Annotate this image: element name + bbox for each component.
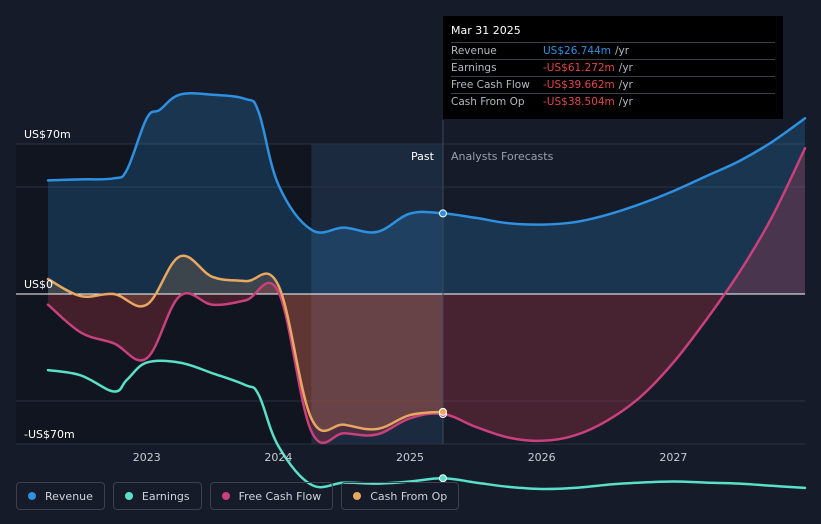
tooltip-unit: /yr [618, 96, 633, 108]
earnings-marker [438, 474, 447, 483]
legend-label: Earnings [141, 489, 190, 503]
tooltip-label: Revenue [451, 45, 497, 57]
gridlines [16, 143, 805, 445]
tooltip-value: US$26.744m [543, 45, 611, 57]
tooltip-value: -US$61.272m [543, 62, 615, 74]
tooltip-label: Cash From Op [451, 96, 525, 108]
free-cash-flow-line [46, 147, 807, 445]
revenue-line [46, 92, 807, 234]
x-tick-label: 2026 [528, 451, 556, 464]
free-cash-flow-area [48, 148, 805, 443]
cash-from-op-dot-icon [353, 492, 362, 500]
tooltip-row-free-cash-flow: Free Cash Flow -US$39.662m /yr [451, 76, 775, 93]
legend-label: Revenue [45, 489, 93, 503]
forecast-label: Analysts Forecasts [451, 150, 554, 163]
y-tick-label: US$70m [24, 128, 71, 141]
y-tick-label: -US$70m [24, 428, 75, 441]
x-tick-label: 2027 [659, 451, 687, 464]
tooltip-row-revenue: Revenue US$26.744m /yr [451, 42, 775, 59]
x-tick-label: 2025 [396, 451, 424, 464]
legend: Revenue Earnings Free Cash Flow Cash Fro… [16, 482, 460, 510]
y-tick-label: US$0 [24, 278, 53, 291]
legend-item-free-cash-flow[interactable]: Free Cash Flow [209, 482, 334, 510]
legend-item-revenue[interactable]: Revenue [16, 482, 105, 510]
tooltip-label: Earnings [451, 62, 497, 74]
tooltip-row-earnings: Earnings -US$61.272m /yr [451, 59, 775, 76]
cash-from-op-marker [438, 407, 447, 416]
x-axis-labels: 2023 2024 2025 2026 2027 [133, 451, 688, 464]
tooltip-date: Mar 31 2025 [451, 24, 521, 37]
x-tick-label: 2024 [264, 451, 292, 464]
tooltip-row-cash-from-op: Cash From Op -US$38.504m /yr [451, 93, 775, 110]
tooltip-value: -US$38.504m [543, 96, 615, 108]
revenue-marker [438, 209, 447, 218]
tooltip-markers [438, 209, 447, 483]
revenue-area [48, 93, 805, 294]
free-cash-flow-dot-icon [221, 492, 230, 500]
tooltip-unit: /yr [618, 79, 633, 91]
tooltip-unit: /yr [618, 62, 633, 74]
past-label: Past [411, 150, 435, 163]
tooltip: Mar 31 2025 Revenue US$26.744m /yr Earni… [443, 16, 783, 119]
series-fills [48, 93, 805, 443]
legend-label: Free Cash Flow [238, 489, 322, 503]
x-tick-label: 2023 [133, 451, 161, 464]
tooltip-label: Free Cash Flow [451, 79, 530, 91]
legend-item-earnings[interactable]: Earnings [112, 482, 202, 510]
earnings-dot-icon [124, 492, 133, 500]
tooltip-value: -US$39.662m [543, 79, 615, 91]
revenue-dot-icon [28, 492, 36, 500]
y-axis-labels: US$70m US$0 -US$70m [24, 128, 75, 441]
legend-item-cash-from-op[interactable]: Cash From Op [341, 482, 460, 510]
cash-from-op-area [48, 255, 443, 431]
cash-from-op-line [46, 254, 445, 433]
tooltip-unit: /yr [615, 45, 630, 57]
legend-label: Cash From Op [370, 489, 448, 503]
